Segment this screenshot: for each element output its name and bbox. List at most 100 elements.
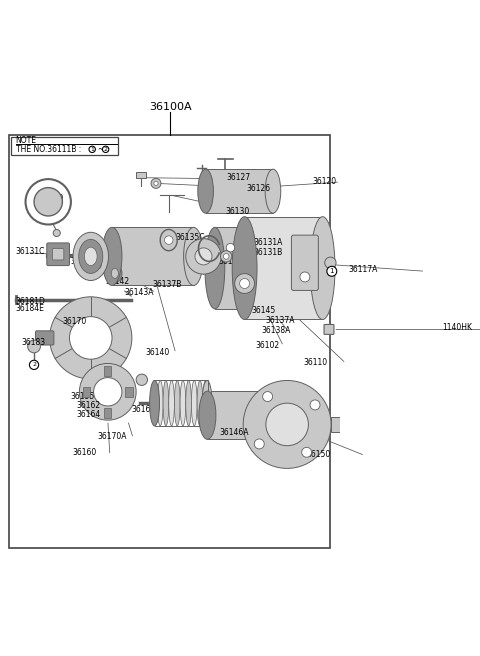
FancyBboxPatch shape (104, 408, 111, 418)
FancyBboxPatch shape (205, 169, 273, 213)
Text: ~: ~ (97, 145, 104, 154)
FancyBboxPatch shape (36, 331, 54, 345)
Text: 36185: 36185 (218, 257, 242, 266)
Text: 36120: 36120 (312, 176, 336, 186)
FancyBboxPatch shape (215, 228, 247, 309)
Text: 36146A: 36146A (220, 428, 249, 438)
Text: 36140: 36140 (145, 348, 169, 357)
Text: 36117A: 36117A (349, 266, 378, 274)
Ellipse shape (310, 216, 335, 319)
Ellipse shape (174, 380, 180, 426)
Ellipse shape (265, 169, 281, 213)
Text: 36135C: 36135C (176, 233, 205, 242)
Ellipse shape (192, 380, 197, 426)
Text: 2: 2 (32, 362, 36, 367)
Circle shape (310, 400, 320, 410)
Circle shape (254, 439, 264, 449)
Ellipse shape (205, 228, 225, 309)
Ellipse shape (203, 380, 208, 426)
Text: 36138A: 36138A (261, 326, 290, 335)
Circle shape (263, 392, 273, 401)
Circle shape (53, 230, 60, 237)
Circle shape (34, 188, 62, 216)
Circle shape (151, 178, 161, 188)
Text: NOTE: NOTE (15, 136, 36, 144)
Text: 1140HK: 1140HK (443, 323, 472, 333)
Circle shape (25, 179, 71, 224)
FancyBboxPatch shape (9, 135, 330, 548)
Circle shape (165, 236, 173, 244)
Ellipse shape (199, 391, 216, 440)
Text: 36183: 36183 (21, 338, 46, 348)
Circle shape (226, 243, 235, 252)
Text: 36155: 36155 (71, 392, 95, 401)
FancyBboxPatch shape (291, 235, 318, 291)
Text: 36137A: 36137A (266, 316, 295, 325)
Circle shape (325, 257, 336, 268)
Circle shape (94, 378, 122, 406)
Ellipse shape (108, 264, 122, 283)
Text: 1: 1 (330, 268, 334, 274)
FancyBboxPatch shape (83, 387, 90, 397)
Circle shape (28, 340, 40, 353)
Circle shape (240, 279, 250, 289)
Text: 36130: 36130 (226, 207, 250, 216)
Text: 36131C: 36131C (15, 247, 45, 256)
Ellipse shape (180, 380, 186, 426)
Circle shape (136, 374, 147, 386)
Text: 36184E: 36184E (15, 304, 45, 314)
Ellipse shape (259, 391, 276, 440)
Text: 36145: 36145 (252, 306, 276, 316)
Text: 36164: 36164 (77, 410, 101, 419)
Ellipse shape (102, 228, 122, 285)
Ellipse shape (232, 216, 257, 319)
Circle shape (243, 380, 331, 468)
FancyBboxPatch shape (245, 216, 323, 319)
Ellipse shape (111, 268, 119, 278)
Text: 36170: 36170 (62, 317, 87, 326)
Ellipse shape (91, 255, 105, 274)
Text: 36142: 36142 (84, 267, 108, 276)
Text: 2: 2 (104, 147, 108, 152)
Text: 36170A: 36170A (98, 432, 127, 441)
Ellipse shape (186, 380, 192, 426)
Text: 36137B: 36137B (153, 279, 182, 289)
Text: 36102: 36102 (255, 340, 279, 350)
FancyBboxPatch shape (324, 325, 334, 335)
Circle shape (327, 266, 337, 276)
Text: 1: 1 (90, 147, 94, 152)
Text: 36163: 36163 (131, 405, 156, 414)
Circle shape (302, 447, 312, 457)
Circle shape (186, 239, 221, 274)
Text: 36142: 36142 (71, 257, 95, 266)
Text: 36142: 36142 (105, 277, 129, 286)
Ellipse shape (73, 232, 108, 281)
Ellipse shape (80, 249, 87, 259)
Ellipse shape (152, 380, 157, 426)
Ellipse shape (184, 228, 204, 285)
Text: 36127: 36127 (227, 173, 251, 182)
Ellipse shape (84, 247, 97, 266)
Ellipse shape (94, 259, 101, 269)
Text: 36139: 36139 (39, 194, 63, 203)
Ellipse shape (150, 380, 159, 426)
FancyBboxPatch shape (136, 172, 146, 178)
Ellipse shape (157, 380, 163, 426)
Circle shape (29, 360, 39, 369)
Text: 36100A: 36100A (149, 102, 192, 112)
Circle shape (79, 363, 136, 420)
Ellipse shape (198, 169, 214, 213)
FancyBboxPatch shape (52, 249, 64, 260)
Circle shape (300, 272, 310, 282)
Text: 36162: 36162 (77, 401, 101, 411)
Circle shape (89, 146, 96, 153)
FancyBboxPatch shape (112, 228, 193, 285)
Text: 36181D: 36181D (15, 297, 46, 306)
Ellipse shape (79, 239, 103, 274)
Circle shape (102, 146, 109, 153)
Text: 36160: 36160 (72, 448, 96, 457)
Text: 36143A: 36143A (124, 288, 154, 297)
Ellipse shape (169, 380, 174, 426)
Circle shape (154, 181, 158, 186)
Text: 36126: 36126 (247, 184, 271, 193)
